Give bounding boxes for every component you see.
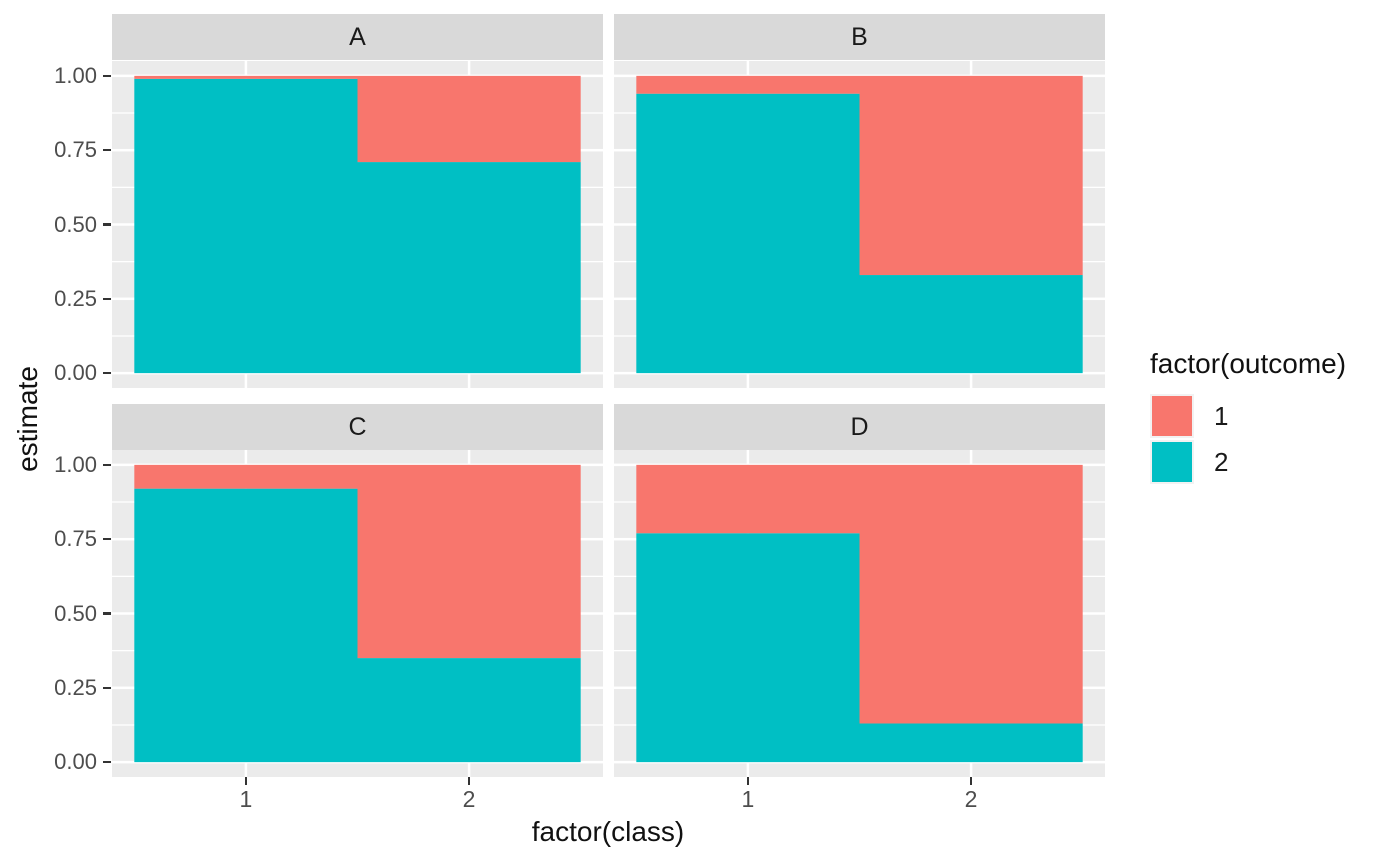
facet-strip-B: B bbox=[614, 14, 1105, 60]
bar-D-class1-outcome1 bbox=[636, 464, 860, 534]
bar-C-class2-outcome2 bbox=[357, 658, 581, 763]
facet-panel-A bbox=[112, 61, 603, 388]
bar-A-class2-outcome2 bbox=[357, 162, 581, 374]
y-tick-mark bbox=[103, 371, 111, 375]
y-tick-label: 1.00 bbox=[54, 451, 97, 477]
bar-B-class1-outcome2 bbox=[636, 93, 860, 374]
y-tick-label: 0.75 bbox=[54, 137, 97, 163]
x-tick-mark bbox=[244, 777, 248, 785]
legend-title: factor(outcome) bbox=[1150, 348, 1347, 379]
y-tick-mark bbox=[103, 760, 111, 764]
y-tick-mark bbox=[103, 223, 111, 226]
bar-A-class2-outcome1 bbox=[357, 75, 581, 163]
bar-A-class1-outcome2 bbox=[134, 78, 358, 374]
y-tick-label: 0.75 bbox=[54, 526, 97, 552]
y-tick-mark bbox=[103, 686, 111, 690]
bar-C-class1-outcome2 bbox=[134, 488, 358, 763]
y-tick-label: 1.00 bbox=[54, 62, 97, 88]
legend-key bbox=[1150, 394, 1194, 438]
y-tick-mark bbox=[103, 537, 111, 541]
bar-D-class1-outcome2 bbox=[636, 533, 860, 763]
bar-D-class2-outcome1 bbox=[859, 464, 1083, 724]
legend-item-outcome-2: 2 bbox=[1150, 440, 1346, 484]
gridline-major bbox=[614, 74, 1105, 78]
facet-strip-D: D bbox=[614, 404, 1105, 450]
legend-key bbox=[1150, 440, 1194, 484]
gridline-major bbox=[112, 74, 603, 78]
facet-panel-B bbox=[614, 61, 1105, 388]
y-tick-label: 0.00 bbox=[54, 749, 97, 775]
y-tick-mark bbox=[103, 612, 111, 615]
bar-C-class1-outcome1 bbox=[134, 464, 358, 489]
x-tick-mark bbox=[467, 777, 471, 785]
bar-A-class1-outcome1 bbox=[134, 75, 358, 79]
facet-strip-label: C bbox=[348, 412, 367, 441]
x-tick-label: 2 bbox=[964, 786, 978, 812]
x-axis-title: factor(class) bbox=[531, 816, 685, 847]
facet-strip-C: C bbox=[112, 404, 603, 450]
facet-strip-A: A bbox=[112, 14, 603, 60]
y-tick-mark bbox=[103, 297, 111, 301]
bar-D-class2-outcome2 bbox=[859, 723, 1083, 763]
facet-panel-C bbox=[112, 450, 603, 777]
x-tick-mark bbox=[969, 777, 973, 785]
legend-label: 2 bbox=[1214, 447, 1229, 477]
bar-C-class2-outcome1 bbox=[357, 464, 581, 659]
y-tick-label: 0.25 bbox=[54, 674, 97, 700]
legend-swatch-outcome-2 bbox=[1152, 442, 1192, 482]
y-tick-mark bbox=[103, 74, 111, 78]
y-tick-label: 0.25 bbox=[54, 285, 97, 311]
x-tick-mark bbox=[746, 777, 750, 785]
x-tick-label: 1 bbox=[239, 786, 253, 812]
facet-strip-label: A bbox=[349, 22, 366, 51]
x-tick-label: 1 bbox=[741, 786, 755, 812]
y-tick-mark bbox=[103, 463, 111, 467]
legend-swatch-outcome-1 bbox=[1152, 396, 1192, 436]
bar-B-class2-outcome1 bbox=[859, 75, 1083, 276]
x-tick-label: 2 bbox=[462, 786, 476, 812]
y-tick-label: 0.50 bbox=[54, 211, 97, 237]
facet-panel-D bbox=[614, 450, 1105, 777]
y-tick-label: 0.00 bbox=[54, 360, 97, 386]
bar-B-class1-outcome1 bbox=[636, 75, 860, 94]
facet-strip-label: B bbox=[851, 22, 868, 51]
y-tick-mark bbox=[103, 148, 111, 152]
bar-B-class2-outcome2 bbox=[859, 275, 1083, 374]
legend-label: 1 bbox=[1214, 401, 1229, 431]
y-tick-label: 0.50 bbox=[54, 600, 97, 626]
facet-strip-label: D bbox=[850, 412, 869, 441]
legend-item-outcome-1: 1 bbox=[1150, 394, 1346, 438]
